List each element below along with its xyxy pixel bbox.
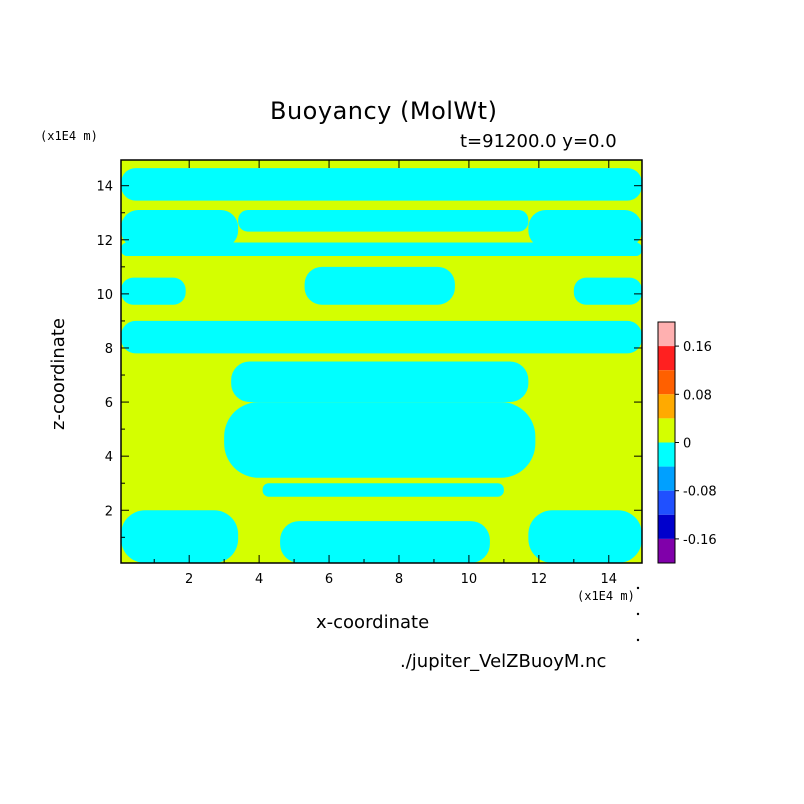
x-axis-label: x-coordinate <box>316 612 430 633</box>
x-tick-label: 12 <box>531 572 548 587</box>
colorbar-swatch <box>658 346 675 371</box>
x-tick-label: 14 <box>601 572 618 587</box>
negative-region-14 <box>280 521 490 563</box>
x-axis-unit: (x1E4 m) <box>577 589 635 603</box>
negative-region-5 <box>121 242 642 257</box>
plot-frame <box>120 159 643 564</box>
negative-region-11 <box>224 402 536 478</box>
negative-region-7 <box>304 266 455 305</box>
negative-region-9 <box>121 320 642 354</box>
colorbar-swatch <box>658 442 675 467</box>
dot-mark <box>636 612 640 616</box>
axis-ticks: 2 4 6 8 10 12 14 2 4 6 8 10 12 14 <box>96 160 642 587</box>
y-tick-label: 12 <box>96 234 113 249</box>
dot-mark <box>636 638 640 642</box>
colorbar-swatch <box>658 466 675 491</box>
colorbar-tick-label: 0 <box>683 437 691 452</box>
negative-region-15 <box>528 510 642 563</box>
negative-region-2 <box>121 210 239 248</box>
x-tick-label: 8 <box>395 572 403 587</box>
y-tick-label: 14 <box>96 180 113 195</box>
negative-region-4 <box>528 210 642 248</box>
y-tick-label: 2 <box>105 504 113 519</box>
negative-region-6 <box>121 277 186 305</box>
colorbar-tick-label: 0.16 <box>683 340 712 355</box>
y-tick-label: 6 <box>105 396 113 411</box>
y-tick-label: 10 <box>96 288 113 303</box>
x-tick-label: 6 <box>325 572 333 587</box>
unit-marks <box>636 586 640 642</box>
negative-region-13 <box>121 510 239 563</box>
colorbar-swatch <box>658 538 675 563</box>
y-axis-unit: (x1E4 m) <box>40 129 98 143</box>
buoyancy-field <box>121 160 642 563</box>
negative-region-10 <box>231 361 529 403</box>
dot-mark <box>636 586 640 590</box>
colorbar: 0.16 0.08 0 -0.08 -0.16 <box>657 321 717 564</box>
colorbar-swatch <box>658 370 675 395</box>
negative-region-8 <box>573 277 642 305</box>
source-file-label: ./jupiter_VelZBuoyM.nc <box>400 651 607 672</box>
colorbar-tick-label: 0.08 <box>683 388 712 403</box>
colorbar-swatch <box>658 394 675 419</box>
colorbar-tick-label: -0.16 <box>683 533 717 548</box>
x-tick-label: 2 <box>185 572 193 587</box>
y-tick-label: 4 <box>105 450 113 465</box>
x-tick-label: 10 <box>461 572 478 587</box>
y-tick-label: 8 <box>105 342 113 357</box>
negative-region-12 <box>262 483 504 497</box>
colorbar-tick-label: -0.08 <box>683 485 717 500</box>
negative-region-1 <box>121 168 642 201</box>
negative-region-3 <box>238 210 529 232</box>
colorbar-swatch <box>658 514 675 539</box>
chart-title: Buoyancy (MolWt) <box>270 97 498 125</box>
colorbar-swatch <box>658 418 675 443</box>
chart-subtitle: t=91200.0 y=0.0 <box>460 131 617 152</box>
colorbar-swatch <box>658 322 675 347</box>
x-tick-label: 4 <box>255 572 263 587</box>
colorbar-swatch <box>658 490 675 515</box>
